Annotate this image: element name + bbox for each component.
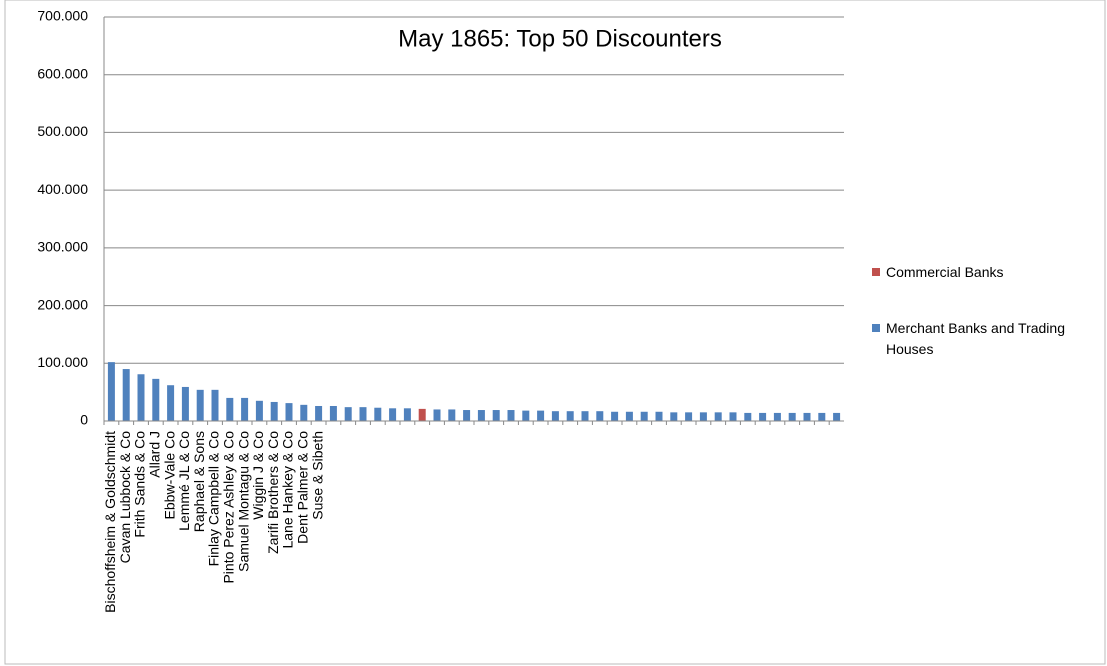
- x-tick-label: Lemmé JL & Co: [176, 431, 192, 531]
- bar: [359, 407, 367, 421]
- x-tick-label: Samuel Montagu & Co: [235, 431, 251, 572]
- bar: [596, 411, 604, 421]
- y-tick-label: 400.000: [37, 181, 88, 197]
- bar: [581, 411, 589, 421]
- bar: [374, 407, 382, 421]
- bar: [670, 412, 678, 421]
- bar: [729, 412, 737, 421]
- bar: [655, 411, 663, 421]
- bar: [788, 412, 796, 421]
- x-tick-label: Raphael & Sons: [191, 431, 207, 532]
- bar: [181, 386, 189, 421]
- bar: [344, 407, 352, 421]
- legend-label: Merchant Banks and Trading Houses: [886, 320, 1065, 357]
- bar: [211, 389, 219, 421]
- x-tick-label: Suse & Sibeth: [309, 431, 325, 520]
- bar: [389, 408, 397, 421]
- bar: [833, 412, 841, 421]
- bar: [551, 411, 559, 421]
- bar: [329, 405, 337, 421]
- bar: [759, 412, 767, 421]
- bar: [803, 412, 811, 421]
- bar: [448, 409, 456, 421]
- y-tick-label: 700.000: [37, 8, 88, 24]
- bar: [300, 404, 308, 421]
- chart-border: [4, 0, 1106, 665]
- bar: [463, 410, 471, 421]
- bar: [403, 408, 411, 421]
- x-tick-label: Zarifi Brothers & Co: [265, 431, 281, 554]
- bar: [477, 410, 485, 421]
- x-tick-label: Finlay Campbell & Co: [206, 431, 222, 567]
- bar: [611, 411, 619, 421]
- legend-swatch: [872, 324, 880, 332]
- bar: [773, 412, 781, 421]
- bar: [226, 397, 234, 421]
- x-tick-label: Frith Sands & Co: [132, 431, 148, 538]
- x-tick-label: Cavan Lubbock & Co: [117, 431, 133, 564]
- y-tick-label: 200.000: [37, 296, 88, 312]
- y-tick-label: 100.000: [37, 354, 88, 370]
- bar: [522, 410, 530, 421]
- bar: [137, 374, 145, 421]
- chart-title: May 1865: Top 50 Discounters: [398, 25, 722, 52]
- bar: [241, 397, 249, 421]
- bar: [122, 369, 130, 421]
- x-tick-label: Dent Palmer & Co: [295, 431, 311, 544]
- x-tick-label: Lane Hankey & Co: [280, 431, 296, 549]
- x-tick-label: Pinto Perez Ashley & Co: [221, 431, 237, 584]
- bar: [418, 408, 426, 421]
- bar: [507, 410, 515, 421]
- bar: [699, 412, 707, 421]
- bar: [167, 385, 175, 421]
- bar: [640, 411, 648, 421]
- y-tick-label: 600.000: [37, 65, 88, 81]
- legend-swatch: [872, 268, 880, 276]
- bar: [315, 405, 323, 421]
- bar: [492, 410, 500, 421]
- bar: [270, 401, 278, 421]
- y-tick-label: 0: [80, 412, 88, 428]
- bar: [152, 378, 160, 421]
- x-tick-label: Allard J: [147, 431, 163, 478]
- legend-item: Merchant Banks and Trading Houses: [872, 318, 1102, 360]
- x-tick-label: Bischoffsheim & Goldschmidt: [102, 431, 118, 613]
- bar: [255, 400, 263, 421]
- y-tick-label: 500.000: [37, 123, 88, 139]
- bar: [107, 362, 115, 421]
- bar: [285, 403, 293, 421]
- bar: [196, 389, 204, 421]
- legend-label: Commercial Banks: [886, 264, 1004, 280]
- legend-item: Commercial Banks: [872, 262, 1102, 283]
- bar: [818, 412, 826, 421]
- bar: [744, 412, 752, 421]
- bar: [685, 412, 693, 421]
- bar: [714, 412, 722, 421]
- bar: [433, 409, 441, 421]
- bar: [537, 410, 545, 421]
- x-tick-label: Wiggin J & Co: [250, 431, 266, 520]
- bar: [625, 411, 633, 421]
- x-tick-label: Ebbw-Vale Co: [161, 431, 177, 520]
- y-tick-label: 300.000: [37, 239, 88, 255]
- bar: [566, 411, 574, 421]
